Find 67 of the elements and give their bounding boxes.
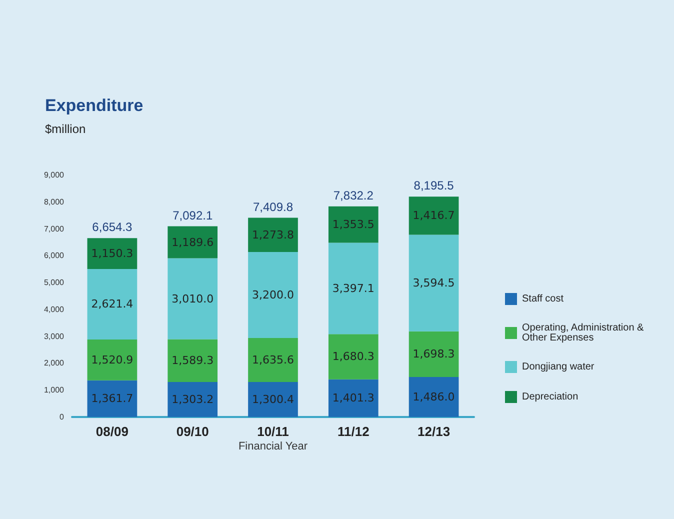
data-label: 1,300.4 <box>252 393 294 406</box>
data-label: 1,416.7 <box>412 209 455 222</box>
data-label: 1,520.9 <box>91 353 134 366</box>
bar <box>168 339 218 382</box>
bar <box>248 252 298 338</box>
data-label: 1,353.5 <box>332 218 374 232</box>
bar <box>328 334 378 380</box>
data-label: 1,150.3 <box>91 247 134 260</box>
x-tick-label: 11/12 <box>337 424 370 439</box>
bar <box>328 242 378 334</box>
data-label: 1,361.7 <box>91 392 134 406</box>
y-tick-label: 2,000 <box>44 358 65 368</box>
y-tick-label: 7,000 <box>44 224 65 234</box>
data-label: 3,010.0 <box>172 292 214 306</box>
data-label: 1,303.2 <box>172 392 214 406</box>
bar <box>408 234 459 332</box>
data-label: 1,189.6 <box>172 236 214 249</box>
data-label: 1,635.6 <box>252 354 294 367</box>
data-label: 3,200.0 <box>252 288 294 302</box>
bar <box>87 238 138 270</box>
bar <box>168 382 218 417</box>
bar <box>248 218 298 252</box>
bar <box>248 338 298 382</box>
legend-label: Dongjiang water <box>522 362 595 372</box>
data-label: 1,486.0 <box>412 390 455 404</box>
y-tick-label: 3,000 <box>44 332 65 341</box>
chart-subtitle: $million <box>45 122 86 136</box>
bar <box>168 226 218 258</box>
legend-label: Operating, Administration & Other Expenses <box>522 322 647 344</box>
data-label: 1,680.3 <box>332 350 374 364</box>
y-tick-label: 6,000 <box>44 251 65 260</box>
y-tick-label: 1,000 <box>44 386 65 395</box>
data-label: 1,273.8 <box>252 228 294 242</box>
y-tick-label: 0 <box>60 412 65 422</box>
bar <box>408 377 459 417</box>
legend-label: Staff cost <box>522 294 564 304</box>
total-label: 8,195.5 <box>414 178 454 193</box>
total-label: 7,092.1 <box>172 208 213 222</box>
x-tick-label: 12/13 <box>418 424 450 439</box>
data-label: 1,698.3 <box>412 348 455 361</box>
bar <box>168 258 218 340</box>
bar <box>408 196 459 235</box>
y-tick-label: 5,000 <box>44 278 65 288</box>
bar <box>248 382 298 417</box>
total-label: 7,409.8 <box>252 200 294 214</box>
data-label: 3,594.5 <box>412 276 455 290</box>
x-tick-label: 08/09 <box>96 424 128 439</box>
x-tick-label: 10/11 <box>257 424 289 439</box>
x-axis-title: Financial Year <box>238 440 308 452</box>
bar <box>408 331 459 378</box>
y-tick-label: 4,000 <box>44 304 65 314</box>
total-label: 6,654.3 <box>92 220 133 234</box>
chart-title: Expenditure <box>45 96 144 115</box>
bar <box>87 380 138 417</box>
legend-label: Depreciation <box>522 392 578 402</box>
data-label: 1,401.3 <box>332 392 374 405</box>
y-tick-label: 9,000 <box>44 170 65 180</box>
data-label: 3,397.1 <box>332 282 374 295</box>
data-label: 1,589.3 <box>172 354 214 368</box>
y-tick-label: 8,000 <box>44 197 65 206</box>
bar <box>328 379 378 417</box>
data-label: 2,621.4 <box>91 298 134 311</box>
bar <box>87 269 138 340</box>
bar <box>328 206 378 243</box>
x-tick-label: 09/10 <box>176 424 209 439</box>
bar <box>87 339 138 380</box>
total-label: 7,832.2 <box>333 188 374 202</box>
